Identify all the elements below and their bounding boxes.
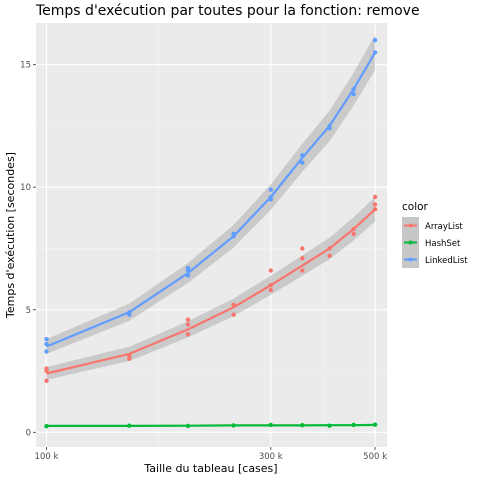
legend-items: ArrayList HashSet LinkedList xyxy=(402,217,468,268)
linkedlist-legend-dot xyxy=(408,257,413,262)
x-tick-label: 300 k xyxy=(259,452,283,462)
hashset-point xyxy=(268,422,273,428)
arraylist-point xyxy=(127,354,132,359)
linkedlist-point xyxy=(268,197,273,202)
legend: color ArrayList HashSet LinkedList xyxy=(402,201,468,268)
arraylist-point xyxy=(44,378,49,383)
legend-title: color xyxy=(402,201,429,213)
arraylist-point xyxy=(268,268,273,273)
x-tick-label: 100 k xyxy=(35,452,59,462)
linkedlist-legend-label: LinkedList xyxy=(425,256,468,266)
arraylist-point xyxy=(300,268,305,273)
linkedlist-point xyxy=(351,91,356,97)
y-axis: 0 5 10 15 xyxy=(20,61,36,438)
hashset-point xyxy=(372,422,378,427)
arraylist-point xyxy=(44,368,49,374)
arraylist-point xyxy=(185,317,191,322)
y-tick-label: 15 xyxy=(20,61,31,71)
linkedlist-point xyxy=(327,126,332,131)
plot-panel xyxy=(36,23,387,447)
hashset-point xyxy=(300,423,305,428)
grid-major xyxy=(36,23,387,447)
data-points xyxy=(44,38,378,429)
hashset-legend-dot xyxy=(408,240,413,245)
hashset-legend-label: HashSet xyxy=(425,239,461,249)
x-tick-label: 500 k xyxy=(363,452,387,462)
linkedlist-point xyxy=(44,349,49,354)
linkedlist-point xyxy=(268,187,273,192)
arraylist-point xyxy=(185,322,191,327)
arraylist-point xyxy=(268,287,273,293)
linkedlist-point xyxy=(231,234,236,239)
arraylist-point xyxy=(372,194,378,200)
hashset-point xyxy=(327,423,332,428)
chart-title: Temps d'exécution par toutes pour la fon… xyxy=(35,3,420,19)
arraylist-point xyxy=(327,253,332,258)
hashset-point xyxy=(231,423,236,428)
x-axis-title: Taille du tableau [cases] xyxy=(143,462,277,475)
arraylist-point xyxy=(268,283,273,288)
linkedlist-point xyxy=(300,153,305,158)
arraylist-point xyxy=(185,332,191,337)
arraylist-point xyxy=(372,207,378,212)
grid-minor xyxy=(36,23,387,447)
hashset-point xyxy=(127,423,132,428)
linkedlist-point xyxy=(351,87,356,92)
y-tick-label: 0 xyxy=(26,428,31,438)
arraylist-point xyxy=(351,226,356,232)
arraylist-point xyxy=(300,256,305,261)
hashset-fit-line xyxy=(46,423,376,427)
confidence-ribbons xyxy=(46,34,376,380)
arraylist-point xyxy=(300,246,305,251)
linkedlist-point xyxy=(372,38,378,43)
linkedlist-point xyxy=(185,268,191,273)
arraylist-point xyxy=(327,246,332,251)
linkedlist-point xyxy=(300,160,305,165)
arraylist-point xyxy=(231,312,236,317)
arraylist-point xyxy=(351,231,356,236)
arraylist-ribbon xyxy=(46,197,376,380)
linkedlist-point xyxy=(127,310,132,315)
linkedlist-point xyxy=(44,337,49,342)
arraylist-legend-label: ArrayList xyxy=(425,222,463,232)
arraylist-point xyxy=(231,302,236,307)
arraylist-point xyxy=(372,202,378,207)
linkedlist-point xyxy=(44,341,49,347)
linkedlist-point xyxy=(372,50,378,55)
linkedlist-point xyxy=(185,273,191,278)
hashset-point xyxy=(44,424,49,429)
y-tick-label: 10 xyxy=(20,183,31,193)
y-axis-title: Temps d'exécution [secondes] xyxy=(4,152,17,319)
arraylist-legend-dot xyxy=(408,223,413,228)
y-tick-label: 5 xyxy=(26,306,31,316)
hashset-point xyxy=(185,423,191,429)
hashset-point xyxy=(351,422,356,428)
x-axis: 100 k 300 k 500 k xyxy=(35,447,387,462)
